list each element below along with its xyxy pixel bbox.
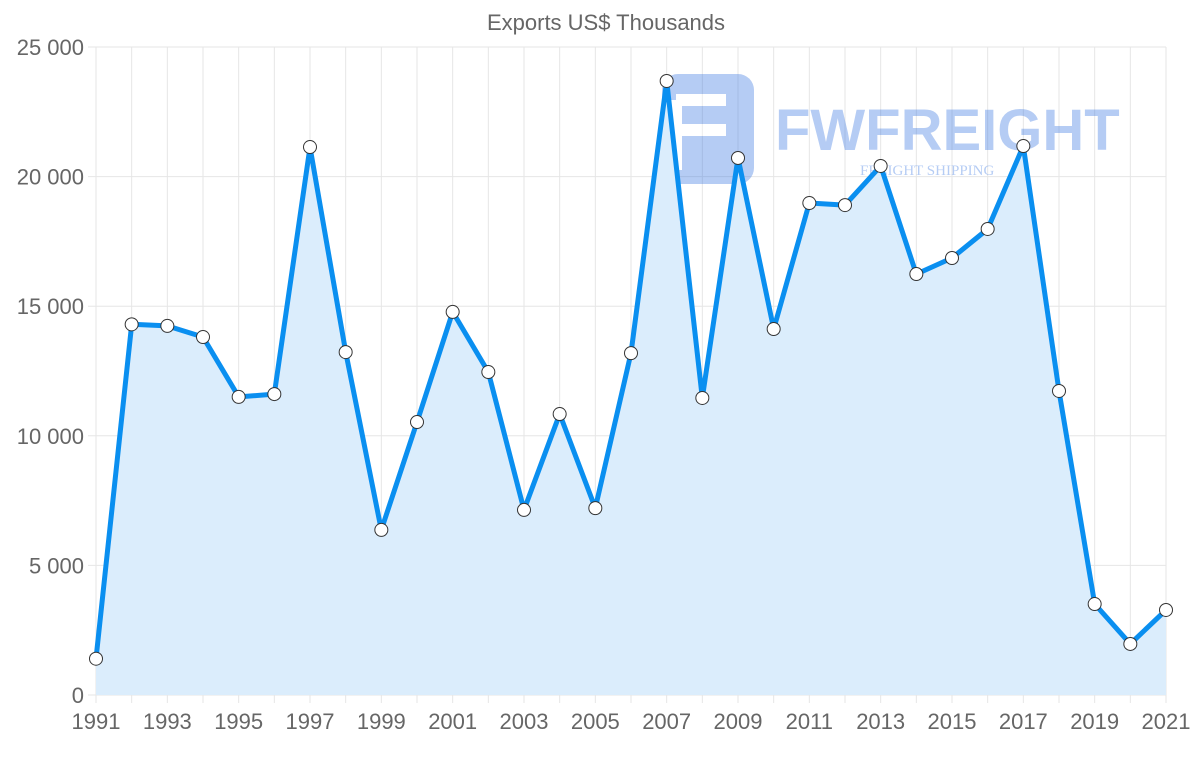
y-tick-label: 0 — [72, 683, 84, 708]
data-point[interactable] — [338, 345, 353, 360]
data-point[interactable] — [802, 196, 817, 211]
x-axis: 1991 1993 1995 1997 1999 2001 2003 2005 2007 2009… — [72, 709, 1191, 734]
logo-mark-icon — [662, 74, 754, 184]
data-point[interactable] — [731, 150, 745, 165]
x-tick-label: 1993 — [143, 709, 192, 734]
y-tick-label: 10 000 — [17, 424, 84, 449]
x-tick-label: 2005 — [571, 709, 620, 734]
y-tick-label: 20 000 — [17, 165, 84, 190]
x-tick-label: 2013 — [856, 709, 905, 734]
x-tick-label: 2017 — [999, 709, 1048, 734]
x-tick-label: 2019 — [1070, 709, 1119, 734]
data-point[interactable] — [945, 250, 959, 265]
data-point[interactable] — [124, 317, 139, 332]
x-tick-label: 2007 — [642, 709, 691, 734]
x-tick-label: 1991 — [72, 709, 121, 734]
x-tick-label: 1999 — [357, 709, 406, 734]
data-point[interactable] — [1159, 602, 1173, 617]
data-point[interactable] — [695, 390, 710, 405]
data-point[interactable] — [196, 330, 210, 345]
chart-title: Exports US$ Thousands — [487, 10, 725, 35]
x-tick-label: 2001 — [428, 709, 477, 734]
data-point[interactable] — [1052, 383, 1066, 398]
data-point[interactable] — [445, 304, 460, 319]
y-tick-label: 25 000 — [17, 35, 84, 60]
data-point[interactable] — [873, 158, 888, 173]
data-point[interactable] — [766, 322, 781, 337]
data-point[interactable] — [303, 140, 317, 155]
data-point[interactable] — [624, 346, 638, 361]
series — [89, 73, 1173, 695]
x-tick-label: 2011 — [786, 709, 833, 734]
data-point[interactable] — [588, 501, 603, 516]
data-point[interactable] — [231, 389, 246, 404]
data-point[interactable] — [980, 221, 995, 236]
x-tick-label: 1997 — [286, 709, 335, 734]
logo-text: FWFREIGHT — [775, 98, 1120, 163]
series-area — [96, 81, 1166, 695]
data-point[interactable] — [1016, 139, 1031, 154]
data-point[interactable] — [552, 407, 567, 422]
x-tick-label: 2003 — [500, 709, 549, 734]
data-point[interactable] — [909, 267, 924, 282]
data-point[interactable] — [481, 365, 496, 380]
y-tick-label: 15 000 — [17, 294, 84, 319]
data-point[interactable] — [374, 522, 389, 537]
data-point[interactable] — [160, 318, 175, 333]
x-tick-label: 2015 — [928, 709, 977, 734]
y-tick-label: 5 000 — [29, 553, 84, 578]
data-point[interactable] — [838, 198, 852, 213]
x-tick-label: 2009 — [714, 709, 763, 734]
data-point[interactable] — [1087, 597, 1102, 612]
y-axis: 0 5 000 10 000 15 000 20 000 25 000 — [17, 35, 84, 708]
logo-tagline: FREIGHT SHIPPING — [860, 163, 994, 179]
x-tick-label: 2021 — [1142, 709, 1191, 734]
data-point[interactable] — [659, 73, 674, 88]
x-tick-label: 1995 — [214, 709, 263, 734]
data-point[interactable] — [267, 387, 282, 402]
watermark-logo: FWFREIGHT FREIGHT SHIPPING — [662, 74, 1120, 184]
data-point[interactable] — [410, 415, 424, 430]
data-point[interactable] — [1123, 636, 1138, 651]
data-point[interactable] — [517, 502, 531, 517]
data-point[interactable] — [89, 651, 103, 666]
